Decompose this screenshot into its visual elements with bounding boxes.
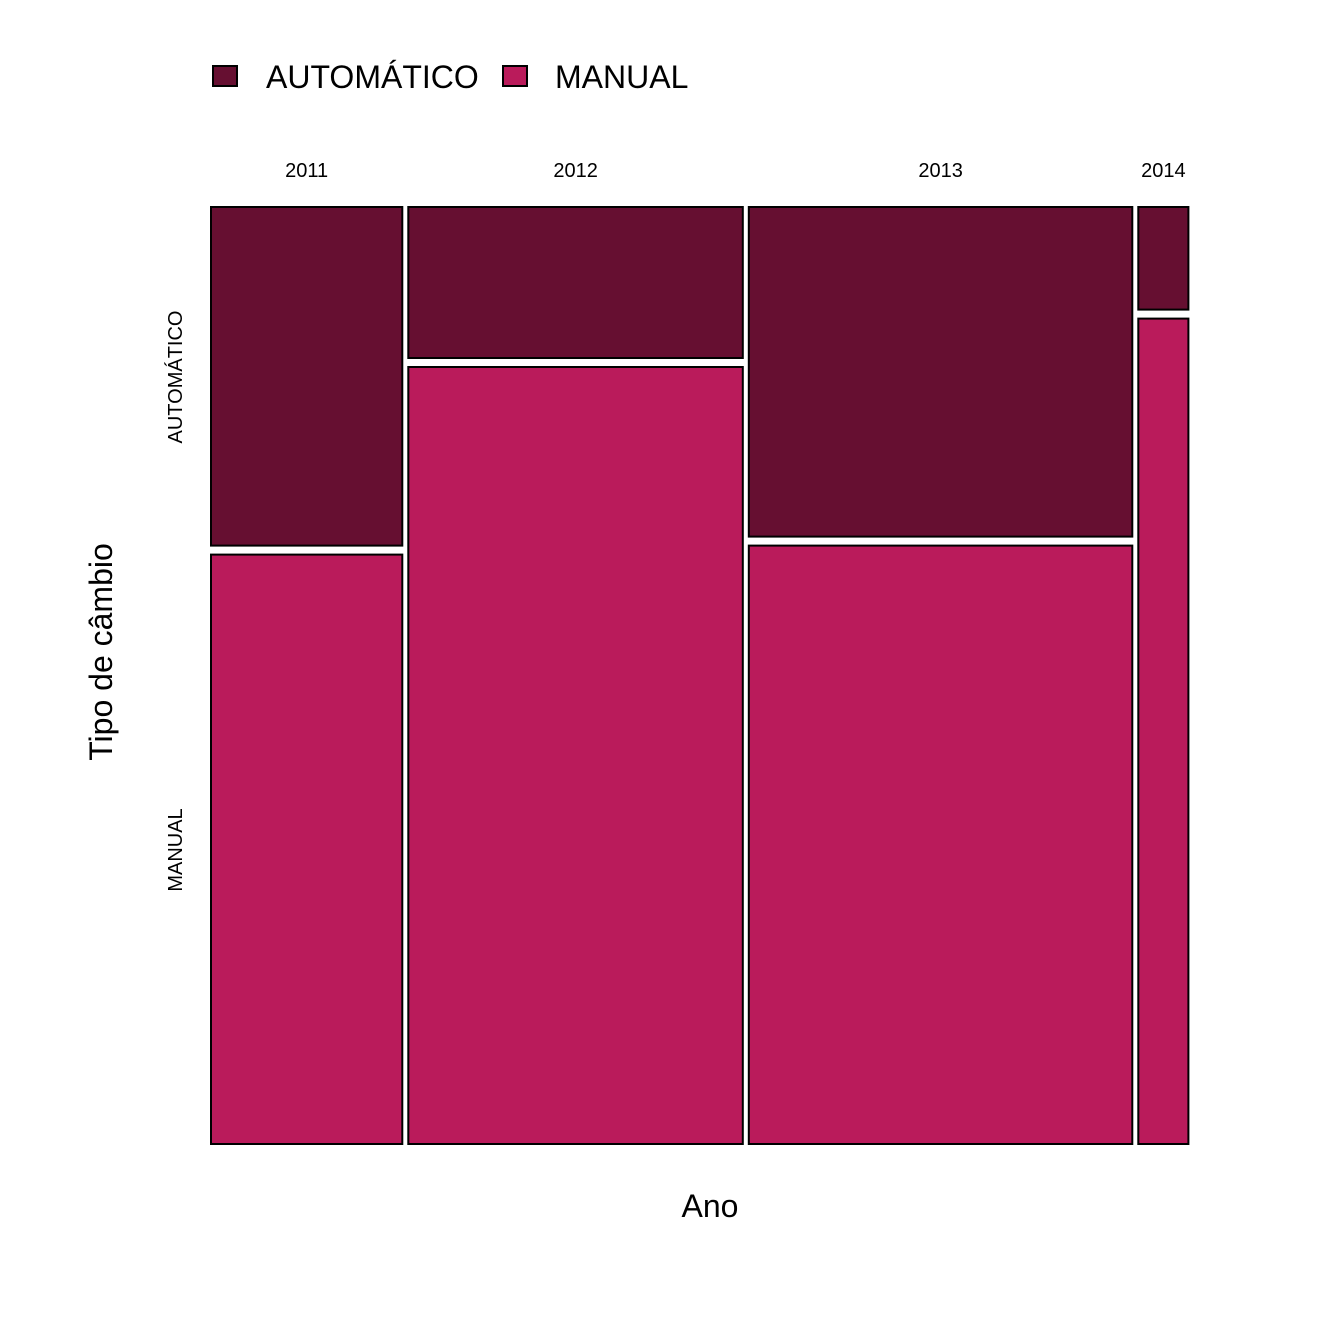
column-label-2011: 2011 xyxy=(285,160,328,182)
mosaic-tiles xyxy=(210,206,1190,1146)
tile-2012-automtico xyxy=(407,206,744,359)
legend-swatch-automatico xyxy=(212,65,238,87)
tile-2011-manual xyxy=(210,553,404,1145)
y-axis-title: Tipo de câmbio xyxy=(83,543,119,761)
tile-2014-automtico xyxy=(1137,206,1190,311)
legend-label-automatico: AUTOMÁTICO xyxy=(266,59,479,95)
tile-2011-automtico xyxy=(210,206,404,547)
x-axis-title: Ano xyxy=(682,1188,739,1224)
legend-swatch-manual xyxy=(502,65,528,87)
column-label-2014: 2014 xyxy=(1141,160,1186,182)
row-label-manual: MANUAL xyxy=(165,808,187,891)
tile-2013-automtico xyxy=(747,206,1134,538)
tile-2012-manual xyxy=(407,366,744,1145)
row-label-automatico: AUTOMÁTICO xyxy=(164,311,187,444)
column-labels: 2011 2012 2013 2014 xyxy=(285,160,1186,182)
column-label-2012: 2012 xyxy=(553,160,598,182)
tile-2014-manual xyxy=(1137,317,1190,1146)
tile-2013-manual xyxy=(747,544,1134,1145)
column-label-2013: 2013 xyxy=(918,160,963,182)
legend-label-manual: MANUAL xyxy=(555,59,688,95)
legend: AUTOMÁTICO MANUAL xyxy=(212,59,688,95)
